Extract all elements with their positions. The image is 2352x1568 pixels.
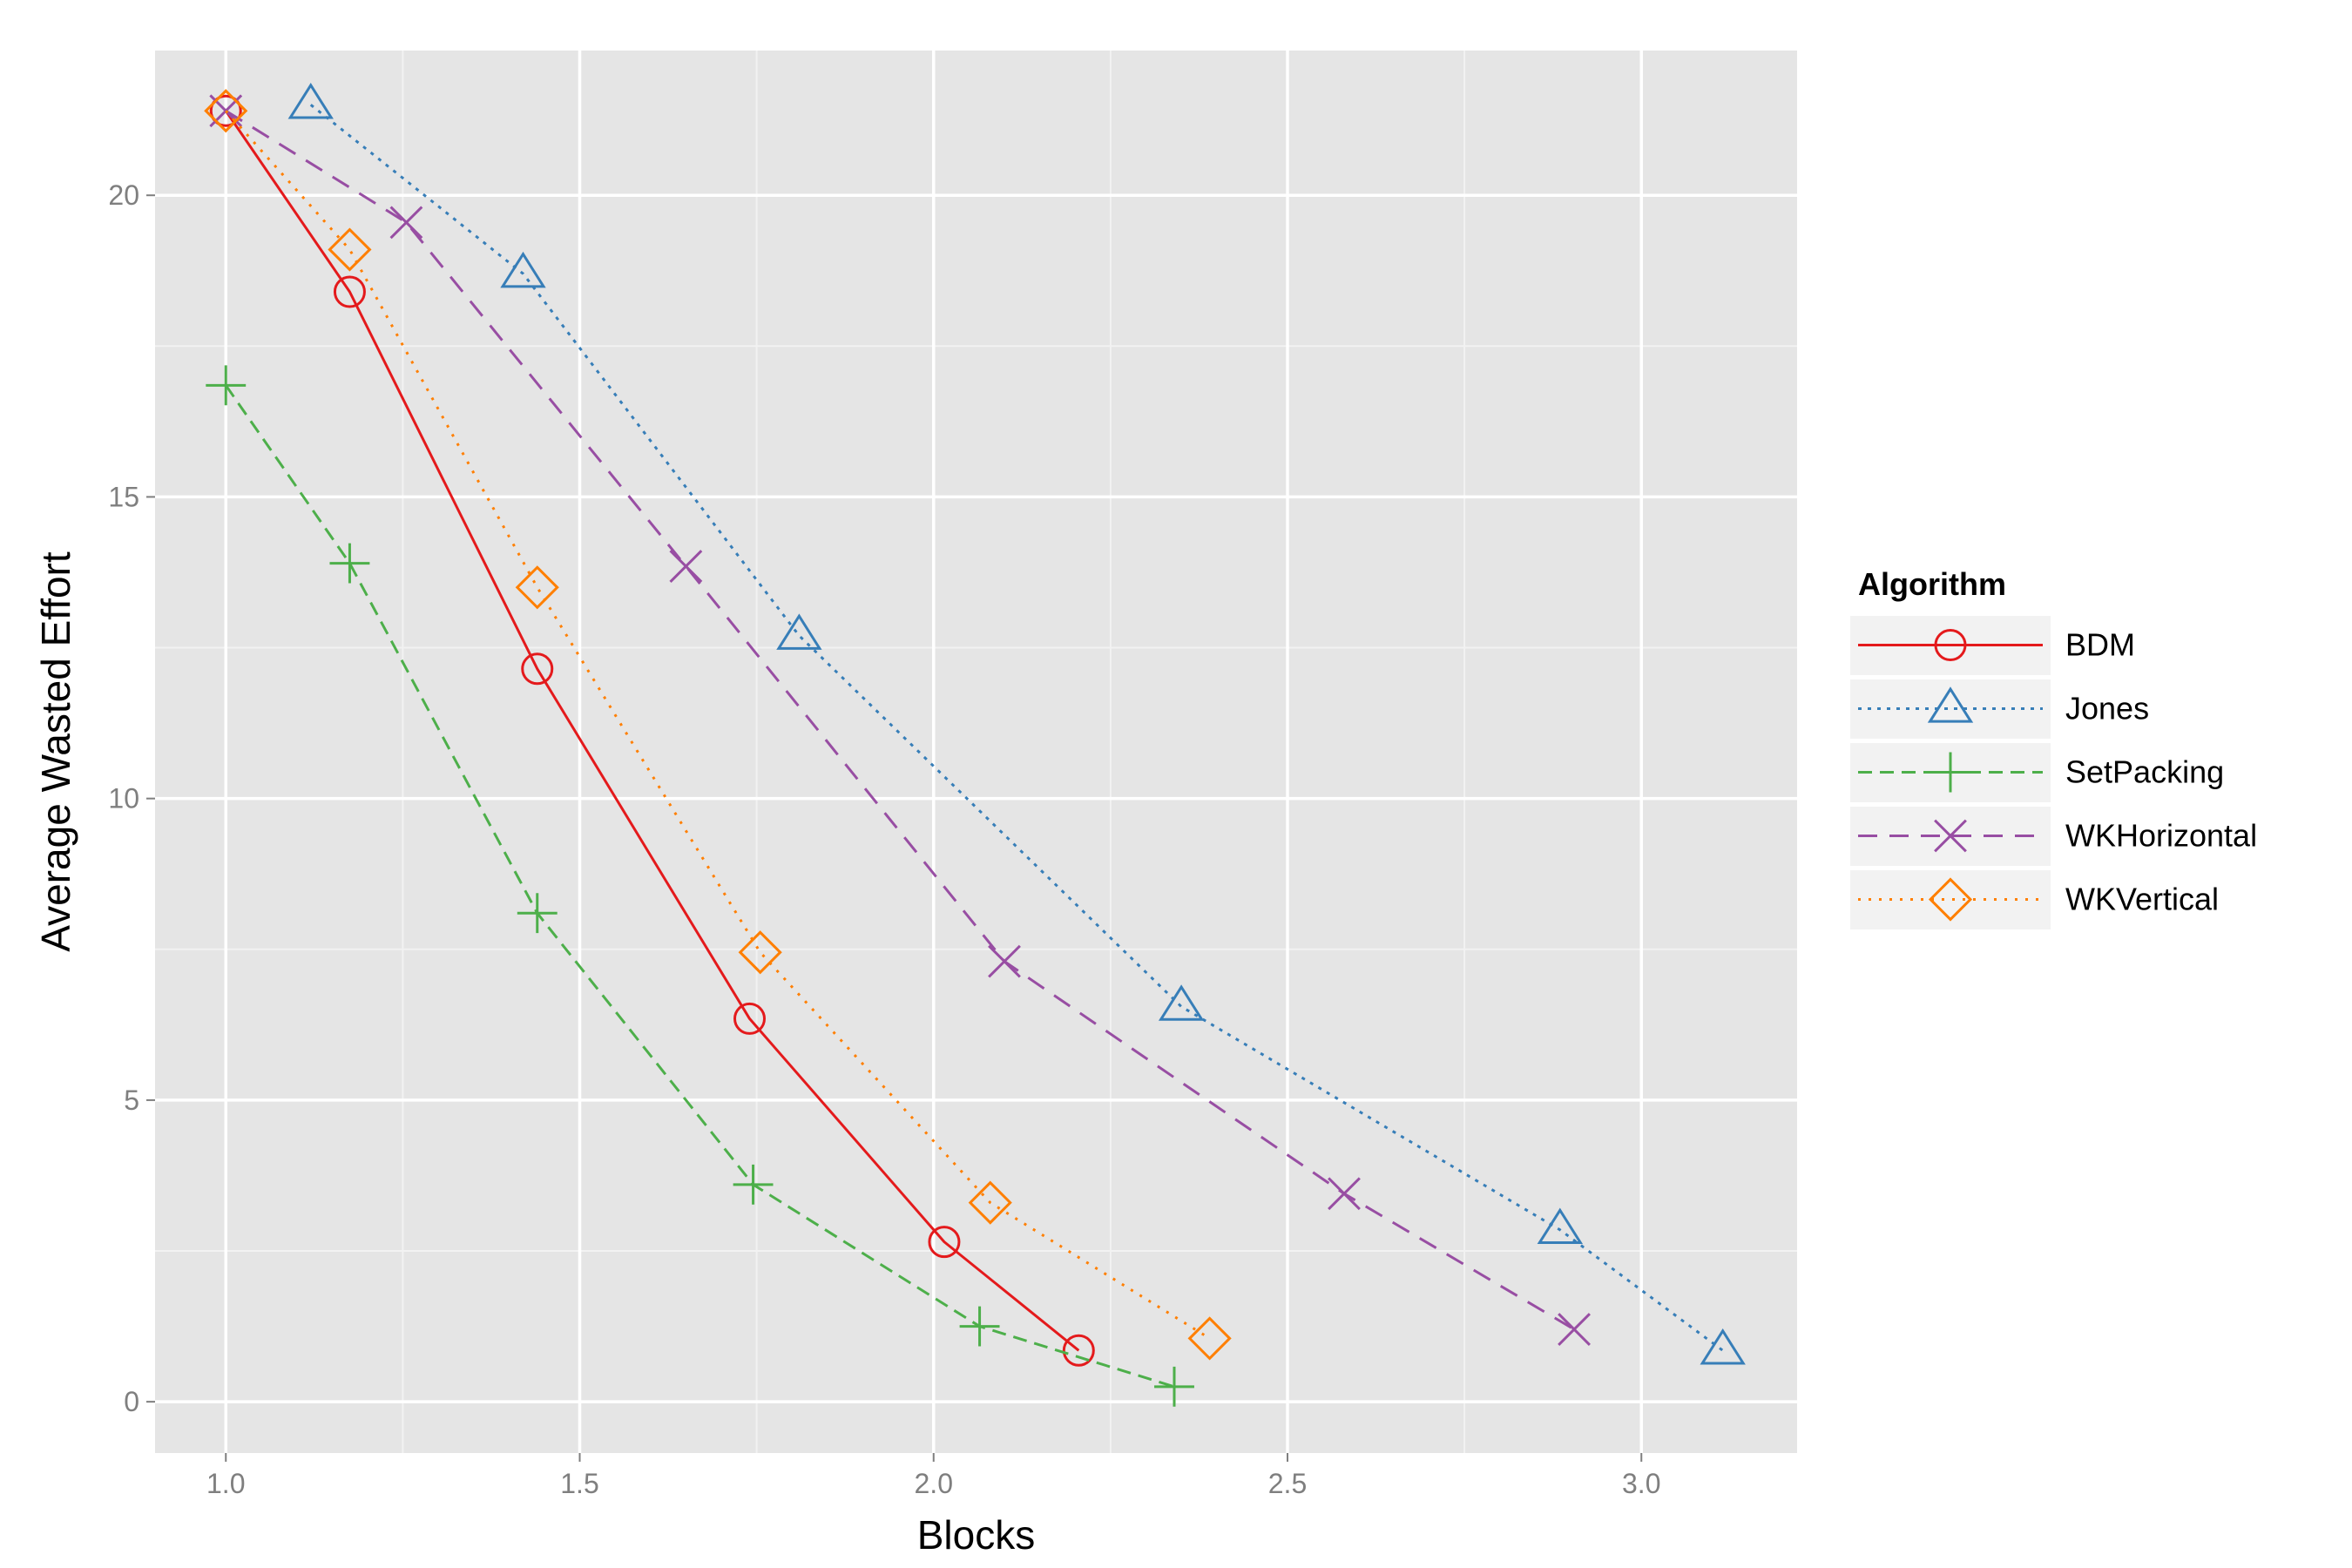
series-jones	[287, 83, 1746, 1365]
x-tick-label: 1.0	[206, 1468, 245, 1499]
bdm-point	[521, 652, 554, 686]
y-tick-label: 5	[124, 1085, 139, 1116]
legend-key-marker	[1934, 819, 1967, 853]
y-tick-label: 0	[124, 1386, 139, 1417]
jones-point	[776, 613, 822, 650]
x-tick-label: 1.5	[560, 1468, 598, 1499]
jones-point	[1158, 984, 1205, 1021]
legend-title: Algorithm	[1858, 566, 2006, 602]
plot-panel	[155, 51, 1797, 1453]
series-setpacking	[206, 365, 1194, 1407]
series-wkvertical	[204, 89, 1232, 1361]
major-gridlines	[155, 51, 1797, 1453]
x-tick-label: 2.0	[915, 1468, 953, 1499]
x-axis-ticks: 1.0 1.5 2.0 2.5 3.0	[206, 1453, 1660, 1499]
jones-point	[500, 251, 546, 288]
setpacking-point	[959, 1306, 1000, 1347]
x-tick-label: 2.5	[1268, 1468, 1307, 1499]
jones-point	[287, 83, 334, 119]
legend: Algorithm BDM Jones SetPacking WKHorizontal…	[1848, 566, 2257, 931]
legend-item-jones: Jones	[1848, 678, 2149, 740]
legend-key-marker	[1928, 877, 1973, 922]
legend-label: Jones	[2065, 691, 2149, 727]
legend-label: WKVertical	[2065, 882, 2219, 917]
setpacking-point	[733, 1164, 774, 1205]
y-axis-title: Average Wasted Effort	[33, 551, 78, 952]
legend-label: WKHorizontal	[2065, 818, 2257, 854]
legend-key-marker	[1927, 686, 1974, 723]
bdm-point	[733, 1002, 766, 1035]
x-axis-title: Blocks	[917, 1512, 1035, 1558]
series-bdm	[209, 94, 1095, 1367]
y-axis-ticks: 0 5 10 15 20	[108, 179, 155, 1417]
wkhorizontal-point	[389, 206, 423, 240]
y-tick-label: 20	[108, 179, 139, 211]
bdm-line	[225, 110, 1080, 1352]
bdm-point	[333, 275, 366, 308]
legend-item-wkhorizontal: WKHorizontal	[1848, 805, 2257, 868]
wkvertical-line	[225, 110, 1211, 1340]
setpacking-point	[329, 543, 370, 584]
wkhorizontal-point	[1558, 1313, 1591, 1346]
wkvertical-point	[738, 930, 782, 975]
bdm-point	[928, 1226, 961, 1259]
y-tick-label: 10	[108, 783, 139, 814]
minor-gridlines	[155, 51, 1797, 1453]
legend-item-wkvertical: WKVertical	[1848, 868, 2219, 931]
bdm-point	[1062, 1334, 1095, 1367]
wkvertical-point	[1187, 1316, 1232, 1361]
setpacking-point	[517, 893, 558, 934]
jones-point	[1537, 1207, 1583, 1244]
legend-key-marker	[1934, 629, 1967, 661]
wkvertical-point	[204, 89, 248, 133]
wkvertical-point	[968, 1180, 1012, 1225]
legend-item-setpacking: SetPacking	[1848, 741, 2224, 804]
setpacking-point	[206, 365, 247, 406]
setpacking-line	[225, 384, 1175, 1389]
wkhorizontal-point	[988, 944, 1021, 978]
legend-key-marker	[1930, 752, 1970, 793]
y-tick-label: 15	[108, 481, 139, 512]
wkvertical-point	[328, 227, 372, 272]
setpacking-point	[1154, 1366, 1194, 1407]
jones-point	[1700, 1328, 1746, 1365]
bdm-point	[209, 94, 242, 127]
wkhorizontal-point	[669, 550, 703, 583]
legend-label: BDM	[2065, 627, 2135, 663]
wkvertical-point	[515, 565, 559, 610]
legend-label: SetPacking	[2065, 754, 2224, 790]
legend-item-bdm: BDM	[1848, 614, 2135, 677]
x-tick-label: 3.0	[1622, 1468, 1660, 1499]
wkhorizontal-point	[1328, 1177, 1361, 1211]
series-layer	[204, 83, 1746, 1407]
